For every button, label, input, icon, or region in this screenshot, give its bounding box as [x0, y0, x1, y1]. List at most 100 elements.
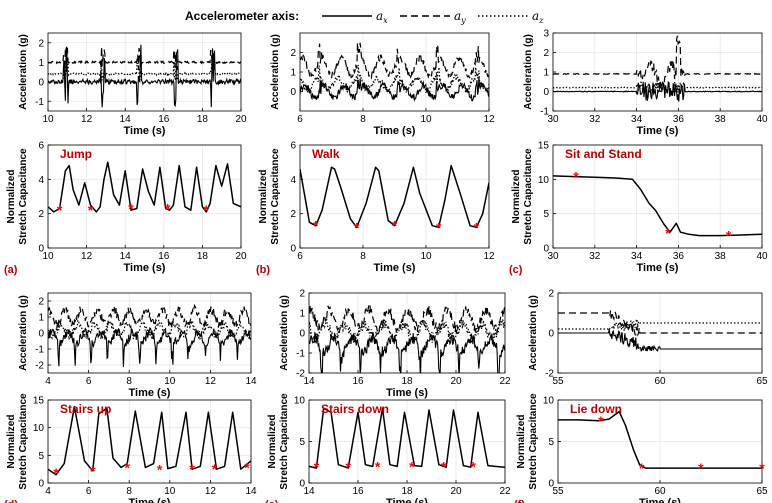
x-tick-label: 36	[673, 114, 685, 125]
x-tick-label: 8	[360, 251, 366, 262]
y-tick-label: 5	[548, 437, 554, 448]
y-axis-label: NormalizedStretch Capacitance	[6, 393, 29, 490]
marker-star: *	[474, 219, 480, 235]
x-tick-label: 10	[42, 251, 54, 262]
chart-f-acc: 55 60 65 -2 0 2 Acceleration (g)	[528, 289, 768, 388]
x-tick-label: 6	[297, 251, 303, 262]
marker-star: *	[345, 459, 351, 475]
x-tick-label: 32	[589, 251, 601, 262]
y-tick-label: -2	[296, 369, 305, 380]
marker-star: *	[598, 413, 604, 429]
x-tick-label: 30	[547, 251, 559, 262]
marker-star: *	[698, 460, 704, 476]
x-tick-label: 34	[631, 251, 643, 262]
panel-label: (a)	[4, 264, 18, 276]
x-tick-label: 30	[547, 114, 559, 125]
y-tick-label: 5	[543, 209, 549, 220]
chart-title: Walk	[312, 147, 340, 161]
y-axis-label: NormalizedStretch Capacitance	[258, 148, 281, 245]
x-tick-label: 22	[499, 376, 511, 387]
plot-frame	[47, 399, 252, 484]
y-tick-label: -1	[296, 349, 305, 360]
x-tick-label: 16	[352, 376, 364, 387]
marker-star: *	[441, 458, 447, 474]
marker-star: *	[189, 461, 195, 477]
series-line-a_y	[300, 42, 489, 80]
marker-star: *	[665, 225, 671, 241]
marker-star: *	[573, 169, 579, 185]
marker-star: *	[639, 460, 645, 476]
x-tick-label: 14	[120, 114, 132, 125]
capacitance-line	[300, 164, 489, 229]
marker-star: *	[90, 463, 96, 479]
y-tick-label: 4	[38, 175, 44, 186]
capacitance-line	[558, 410, 762, 469]
y-tick-label: -2	[35, 361, 44, 372]
y-tick-label: 10	[543, 396, 555, 407]
series-line-a_z	[558, 316, 762, 333]
y-axis-label: NormalizedStretch Capacitance	[6, 148, 29, 245]
y-tick-label: -1	[35, 97, 44, 108]
panel-label: (e)	[265, 499, 279, 503]
x-tick-label: 14	[245, 376, 257, 387]
panel-label: (b)	[256, 264, 270, 276]
x-axis-label: Time (s)	[386, 387, 428, 399]
x-tick-label: 40	[756, 114, 768, 125]
y-tick-label: 2	[543, 48, 549, 59]
marker-star: *	[436, 219, 442, 235]
x-tick-label: 12	[205, 376, 217, 387]
x-tick-label: 22	[499, 486, 511, 497]
marker-star: *	[354, 219, 360, 235]
chart-c-cap: 30 32 34 36 38 40 0 5 10 15 Time (s) NormalizedStre…	[509, 141, 768, 277]
plot-area	[48, 303, 251, 368]
x-axis-label: Time (s)	[129, 387, 171, 399]
marker-star: *	[392, 218, 398, 234]
series-line-a_x	[300, 76, 489, 102]
y-axis-label: Acceleration (g)	[270, 34, 281, 110]
marker-star: *	[409, 458, 415, 474]
x-axis-label: Time (s)	[374, 262, 416, 274]
legend-az-label: az	[532, 9, 544, 25]
x-tick-label: 12	[81, 114, 93, 125]
panel-label: (d)	[4, 499, 18, 503]
y-tick-label: 1	[290, 68, 296, 79]
y-tick-label: -1	[35, 345, 44, 356]
chart-a-cap: 10 12 14 16 18 20 0 2 4 6 Time (s) NormalizedStretc…	[4, 141, 247, 277]
marker-star: *	[470, 458, 476, 474]
series-line-a_x	[553, 81, 762, 102]
y-tick-label: 0	[38, 77, 44, 88]
y-axis-label: NormalizedStretch Capacitance	[267, 393, 290, 490]
x-tick-label: 8	[360, 114, 366, 125]
y-axis-label: Acceleration (g)	[279, 295, 290, 371]
marker-star: *	[88, 202, 94, 218]
x-tick-label: 14	[303, 376, 315, 387]
plot-area	[553, 35, 762, 102]
x-tick-label: 55	[552, 486, 564, 497]
y-axis-label: Acceleration (g)	[18, 34, 29, 110]
plot-area	[558, 410, 762, 469]
y-tick-label: 2	[38, 209, 44, 220]
plot-area	[48, 44, 241, 108]
y-tick-label: 10	[294, 396, 306, 407]
marker-star: *	[57, 202, 63, 218]
x-tick-label: 55	[552, 376, 564, 387]
x-tick-label: 16	[352, 486, 364, 497]
y-tick-label: 6	[38, 141, 44, 152]
series-line-a_x	[309, 331, 505, 373]
x-tick-label: 20	[235, 251, 247, 262]
y-tick-label: 0	[543, 244, 549, 255]
marker-star: *	[313, 218, 319, 234]
series-line-a_y	[48, 303, 251, 329]
chart-title: Sit and Stand	[565, 147, 642, 161]
x-tick-label: 16	[158, 114, 170, 125]
legend-title: Accelerometer axis:	[185, 9, 299, 23]
y-tick-label: 5	[299, 437, 305, 448]
x-tick-label: 6	[86, 486, 92, 497]
legend-ay-label: ay	[454, 9, 466, 25]
plot-area	[300, 164, 489, 229]
y-axis-label: NormalizedStretch Capacitance	[511, 148, 534, 245]
marker-star: *	[726, 228, 732, 244]
chart-title: Lie down	[570, 402, 622, 416]
y-tick-label: 2	[290, 209, 296, 220]
